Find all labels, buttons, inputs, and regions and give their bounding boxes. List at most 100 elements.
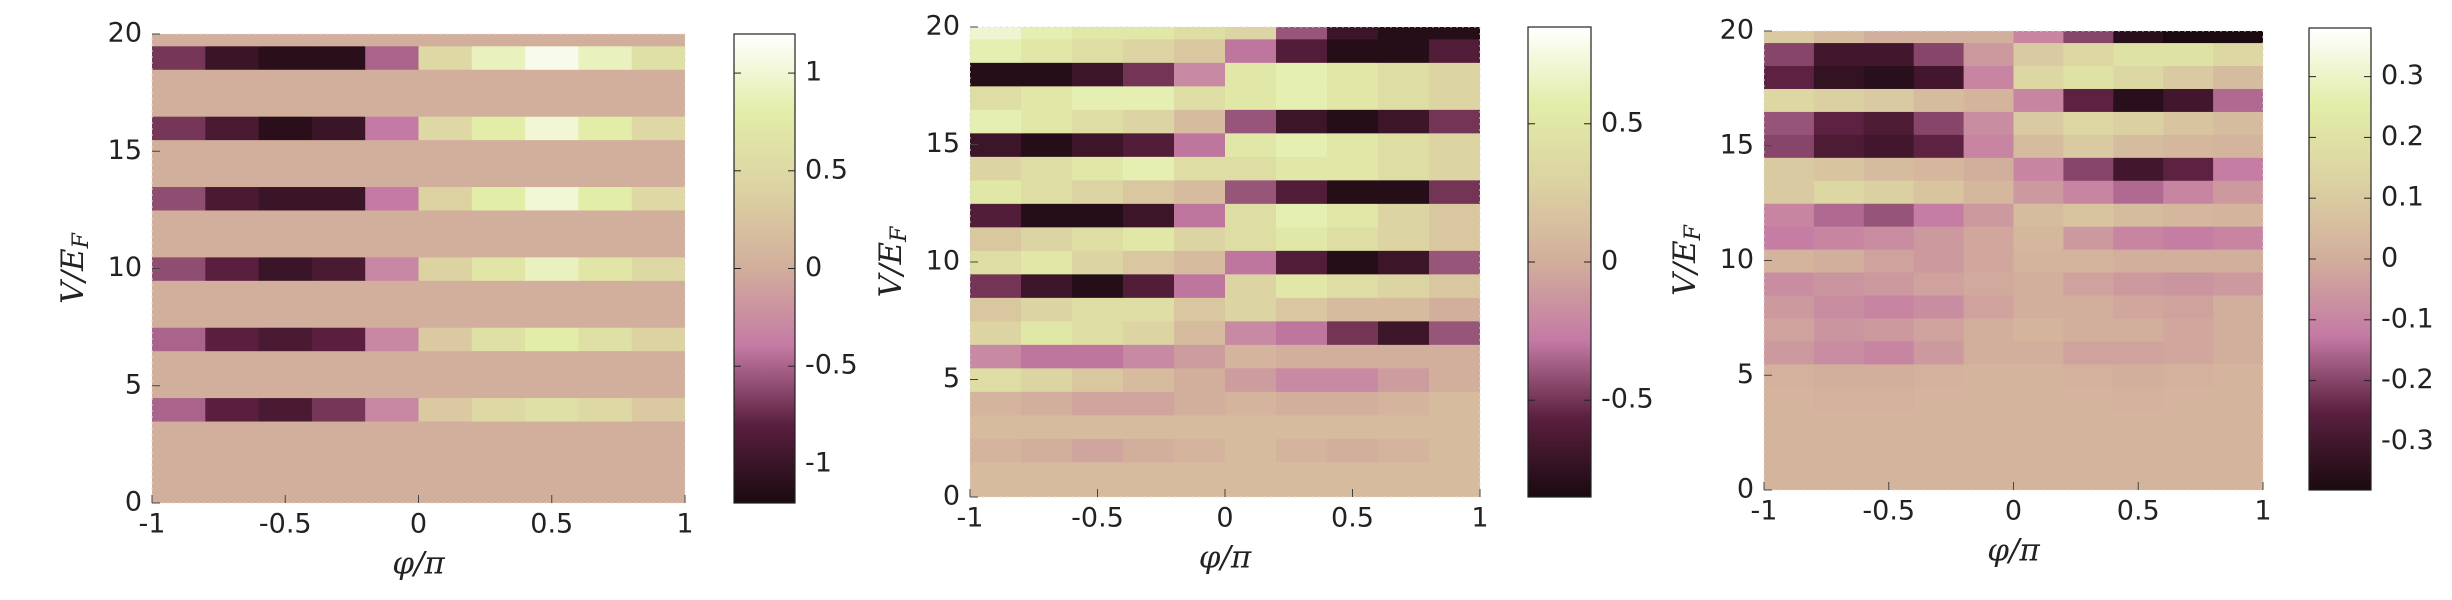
heatmap-cell [311, 256, 366, 281]
heatmap-cell [1021, 27, 1073, 40]
heatmap-cell [311, 233, 366, 258]
heatmap-cell [311, 420, 366, 445]
heatmap-cell [1123, 344, 1175, 369]
heatmap-cell [1276, 226, 1328, 251]
heatmap-cell [1378, 344, 1430, 369]
heatmap-cell [471, 69, 526, 94]
heatmap-cell [1174, 27, 1226, 40]
heatmap-cell [1276, 344, 1328, 369]
heatmap-cell [2013, 249, 2064, 273]
heatmap-cell [1813, 203, 1865, 227]
heatmap-cell [1123, 62, 1175, 87]
heatmap-cell [258, 233, 313, 258]
heatmap-cell [2163, 31, 2214, 44]
heatmap-cell [1429, 156, 1480, 181]
heatmap-cell [2113, 31, 2164, 44]
heatmap-cell [2213, 478, 2263, 490]
heatmap-cell [365, 256, 420, 281]
heatmap-cell [578, 444, 633, 469]
heatmap-cell [258, 397, 313, 422]
heatmap-cell [1813, 42, 1865, 67]
heatmap-cell [1072, 391, 1124, 416]
x-tick-label: 1 [1471, 503, 1488, 534]
heatmap-cell [2013, 271, 2064, 296]
heatmap-cell [365, 491, 420, 503]
heatmap-cell [1863, 31, 1915, 44]
heatmap-cell [1327, 27, 1379, 40]
heatmap-cell [1813, 31, 1865, 44]
heatmap-cell [2213, 203, 2263, 227]
heatmap-cell [578, 303, 633, 328]
heatmap-cell [2213, 432, 2263, 457]
heatmap-cell [418, 256, 473, 281]
heatmap-cell [1813, 180, 1865, 204]
heatmap-cell [970, 461, 1022, 486]
heatmap-cell [970, 320, 1022, 345]
heatmap-cell [471, 209, 526, 234]
heatmap-cell [2163, 203, 2214, 227]
heatmap-cell [2013, 294, 2064, 319]
heatmap-cell [1913, 134, 1965, 158]
heatmap-cell [1276, 391, 1328, 416]
heatmap-cell [1327, 461, 1379, 486]
heatmap-cell [1813, 294, 1865, 319]
heatmap-cell [1123, 85, 1175, 110]
colorbar-tick-label: 0 [805, 252, 822, 283]
x-tick-label: -1 [1751, 496, 1778, 527]
heatmap-cell [2163, 88, 2214, 112]
heatmap-cell [1276, 132, 1328, 157]
heatmap-cell [1123, 203, 1175, 228]
heatmap-cell [205, 420, 260, 445]
heatmap-cell [365, 34, 420, 47]
heatmap-cell [311, 92, 366, 117]
heatmap-cell [1913, 363, 1965, 388]
plot-frame [969, 26, 1481, 498]
heatmap-cell [418, 162, 473, 188]
heatmap-cell [1072, 38, 1124, 63]
heatmap-cell [1963, 271, 2015, 296]
heatmap-cell [1963, 226, 2015, 250]
heatmap-cell [1764, 88, 1815, 112]
heatmap-cell [152, 256, 206, 281]
heatmap-cell [2213, 340, 2263, 365]
heatmap-cell [1378, 156, 1430, 181]
heatmap-cell [258, 92, 313, 117]
heatmap-cell [418, 209, 473, 234]
x-tick-label: 0.5 [530, 509, 573, 540]
y-tick-label: 0 [943, 481, 960, 512]
y-axis-label: V/EF [55, 232, 95, 303]
heatmap-cell [1378, 273, 1430, 298]
heatmap-cell [631, 350, 685, 375]
heatmap-cell [1021, 297, 1073, 322]
heatmap-cell [2113, 317, 2164, 342]
heatmap-cell [1276, 367, 1328, 392]
heatmap-cell [471, 467, 526, 492]
heatmap-cell [631, 374, 685, 399]
y-axis-label: V/EF [873, 226, 913, 297]
heatmap-cell [631, 162, 685, 188]
heatmap-cell [1174, 391, 1226, 416]
heatmap-cell [471, 34, 526, 47]
heatmap-cell [1327, 109, 1379, 134]
heatmap-cell [1021, 62, 1073, 87]
heatmap-cell [471, 116, 526, 141]
heatmap-cell [2013, 386, 2064, 411]
heatmap-cell [1378, 250, 1430, 275]
heatmap-cell [2013, 88, 2064, 112]
heatmap-cell [471, 139, 526, 164]
heatmap-cell [1963, 386, 2015, 411]
heatmap-cell [1174, 485, 1226, 497]
heatmap-cell [1963, 134, 2015, 158]
heatmap-cell [418, 233, 473, 258]
heatmap-cell [1225, 62, 1277, 87]
heatmap-cell [2013, 31, 2064, 44]
heatmap-cell [418, 491, 473, 503]
heatmap-cell [2163, 294, 2214, 319]
heatmap-cell [578, 45, 633, 70]
heatmap-cell [1813, 226, 1865, 250]
heatmap-cell [205, 34, 260, 47]
heatmap-cell [2063, 226, 2114, 250]
heatmap-cell [970, 132, 1022, 157]
heatmap-cell [1378, 320, 1430, 345]
heatmap-cell [1276, 273, 1328, 298]
